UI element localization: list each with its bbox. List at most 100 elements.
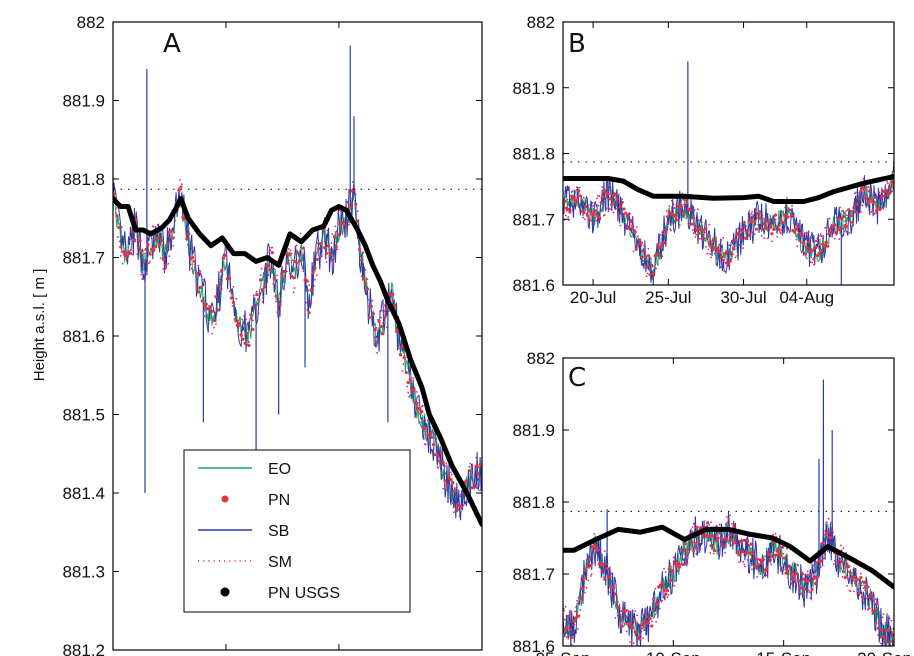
series-sm-point: [787, 564, 790, 567]
series-sm-point: [742, 560, 745, 563]
series-sm-point: [190, 267, 193, 270]
series-pn-point: [231, 300, 236, 305]
series-sm-point: [115, 207, 118, 209]
panel-b: 881.6 881.7 881.8 881.9 882 20-Jul 25-Jul 30-Ju…: [512, 13, 895, 307]
series-sm-point: [684, 549, 686, 551]
series-sm-point: [745, 225, 747, 227]
series-pn-point: [571, 619, 576, 623]
series-sm-point: [776, 548, 779, 551]
series-sm-point: [408, 396, 411, 398]
series-sm-point: [305, 301, 308, 304]
series-pn-point: [443, 479, 447, 483]
series-sm-point: [643, 628, 646, 631]
series-pn-point: [128, 251, 133, 255]
series-sm-point: [770, 227, 773, 229]
series-sm-point: [697, 544, 700, 547]
series-sm-point: [174, 219, 177, 222]
series-sm-point: [424, 443, 427, 446]
series-sm-point: [470, 472, 473, 475]
series-sm-point: [412, 376, 414, 379]
series-sm-point: [574, 610, 577, 613]
series-sm-point: [847, 578, 850, 581]
series-pn-point: [646, 253, 650, 258]
series-sm-point: [154, 238, 157, 241]
series-sm-point: [156, 224, 159, 226]
series-sm-point: [664, 230, 666, 233]
series-sm-point: [275, 300, 278, 303]
series-pn-point: [216, 308, 220, 312]
series-sm-point: [839, 225, 842, 228]
series-pn-point: [577, 189, 581, 193]
series-pn-point: [678, 209, 682, 213]
series-sm-point: [814, 571, 817, 574]
series-sm-point: [617, 194, 620, 197]
series-sm-point: [289, 249, 292, 252]
series-sm-point: [661, 599, 664, 602]
series-sm-point: [809, 597, 812, 599]
series-sm-point: [731, 533, 734, 536]
series-pn-point: [313, 266, 317, 270]
series-pn-point: [566, 207, 570, 211]
series-sm-point: [567, 634, 570, 637]
series-pn-point: [589, 210, 593, 214]
series-sm-point: [691, 229, 694, 231]
series-sm-point: [210, 310, 212, 313]
series-sm-point: [331, 233, 334, 236]
series-sm-point: [684, 562, 687, 565]
series-sm-point: [576, 195, 579, 197]
series-sm-point: [462, 504, 465, 507]
series-sm-point: [691, 208, 693, 211]
series-sm-point: [222, 258, 225, 260]
series-sm-point: [751, 231, 754, 234]
series-sm-point: [597, 563, 600, 566]
series-pn-point: [641, 623, 645, 627]
series-sm-point: [590, 573, 593, 576]
series-sm-point: [680, 203, 683, 206]
series-sm-point: [350, 203, 353, 206]
series-sm-point: [312, 270, 314, 273]
series-pn-point: [667, 210, 671, 214]
series-pn-point: [838, 227, 842, 231]
series-sm-point: [638, 239, 641, 242]
series-sm-point: [878, 191, 881, 194]
series-sm-point: [797, 226, 800, 228]
series-sm-point: [664, 571, 667, 573]
series-sm-point: [696, 546, 699, 549]
series-sm-point: [640, 244, 643, 247]
series-pn-point: [587, 557, 591, 561]
series-sm-point: [753, 552, 756, 555]
series-pn-point: [334, 244, 338, 249]
series-sm-point: [782, 231, 785, 234]
series-sm-point: [213, 326, 215, 329]
series-sm-point: [195, 285, 198, 288]
series-pn-point: [342, 222, 346, 226]
series-pn-point: [695, 228, 699, 232]
series-pn-point: [624, 609, 628, 613]
series-sm-point: [887, 617, 889, 620]
series-sm-point: [450, 473, 453, 476]
series-sm-point: [205, 305, 208, 308]
series-sm-point: [773, 554, 776, 556]
series-pn-point: [599, 200, 603, 205]
series-sm-point: [381, 309, 383, 312]
series-sm-point: [839, 206, 841, 209]
series-sm-point: [364, 268, 367, 271]
series-sm-point: [774, 533, 777, 535]
series-sm-point: [771, 240, 773, 243]
series-pn-point: [563, 199, 567, 203]
series-sm-point: [425, 430, 428, 433]
series-sm-point: [587, 579, 590, 582]
series-pn-point: [379, 324, 383, 329]
series-pn-point: [214, 295, 218, 299]
series-sm-point: [611, 598, 614, 601]
series-pn-point: [749, 220, 753, 224]
series-pn-point: [185, 237, 189, 241]
series-pn-point: [838, 562, 842, 567]
series-sm-point: [228, 290, 231, 293]
series-sm-point: [688, 222, 691, 225]
series-sm-point: [785, 196, 788, 199]
series-sm-point: [359, 250, 362, 253]
series-sm-point: [122, 250, 125, 253]
series-sm-point: [711, 240, 713, 243]
series-sm-point: [797, 564, 800, 567]
